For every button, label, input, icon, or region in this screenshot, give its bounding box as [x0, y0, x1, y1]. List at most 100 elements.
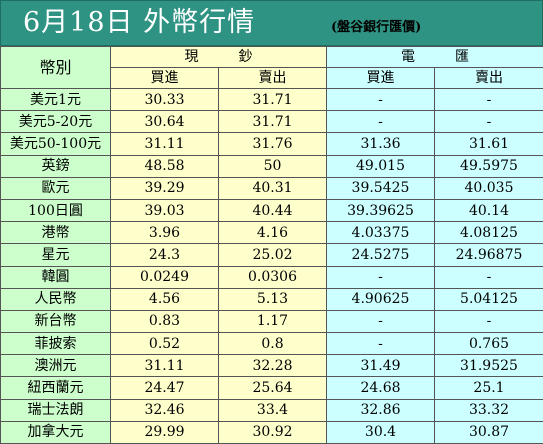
wire-buy-cell: 39.39625 [326, 198, 435, 223]
cash-buy-cell: 48.58 [110, 154, 219, 178]
cash-sell-cell: 30.92 [218, 420, 327, 444]
currency-name: 100日圓 [0, 198, 111, 223]
rates-table: 幣別 現鈔 電匯 買進 賣出 買進 賣出 美元1元 30.33 31.71- - 美元5… [0, 46, 543, 444]
cash-buy-cell: 0.52 [110, 332, 219, 356]
cash-sell-cell: 5.13 [218, 287, 327, 311]
wire-sell-cell: 24.96875 [434, 243, 543, 267]
wire-buy-cell: - [326, 265, 435, 289]
table-row: 新台幣 0.83 1.17- - [0, 309, 543, 334]
wire-sell-cell: - [434, 309, 543, 334]
wire-buy-cell: - [326, 332, 435, 356]
wire-sell-cell: 0.765 [434, 332, 543, 356]
cash-sell-cell: 50 [218, 154, 327, 178]
wire-sell-cell: 40.14 [434, 198, 543, 223]
wire-buy-cell: 49.015 [326, 154, 435, 178]
wire-buy-cell: 4.03375 [326, 221, 435, 245]
wire-sell-cell: 31.9525 [434, 354, 543, 378]
header-row-sub: 買進 賣出 買進 賣出 [1, 67, 543, 89]
table-row: 美元50-100元 31.11 31.76 31.36 31.61 [0, 132, 543, 156]
cash-buy-cell: 30.64 [110, 110, 219, 134]
currency-name: 澳洲元 [0, 354, 111, 378]
wire-sell-header: 賣出 [434, 67, 543, 89]
currency-name: 港幣 [0, 221, 111, 245]
table-row: 澳洲元 31.11 32.28 31.49 31.9525 [0, 354, 543, 378]
currency-name: 英鎊 [0, 154, 111, 178]
currency-name: 美元50-100元 [0, 132, 111, 156]
wire-buy-cell: 24.68 [326, 376, 435, 400]
wire-sell-cell: 25.1 [434, 376, 543, 400]
table-row: 菲披索 0.52 0.8-0.765 [0, 332, 543, 356]
cash-buy-cell: 0.0249 [110, 265, 219, 289]
title-bar: 6月18日 外幣行情 (盤谷銀行匯價) [0, 0, 543, 46]
cash-sell-cell: 25.02 [218, 243, 327, 267]
header-row-top: 幣別 現鈔 電匯 [0, 46, 543, 89]
cash-buy-cell: 30.33 [110, 87, 219, 112]
cash-sell-cell: 25.64 [218, 376, 327, 400]
table-row: 人民幣 4.56 5.13 4.90625 5.04125 [0, 287, 543, 311]
wire-sell-cell: - [434, 265, 543, 289]
table-row: 美元5-20元 30.64 31.71- - [0, 110, 543, 134]
wire-buy-cell: - [326, 87, 435, 112]
table-row: 美元1元 30.33 31.71- - [0, 87, 543, 112]
cash-sell-cell: 31.76 [218, 132, 327, 156]
currency-name: 歐元 [0, 176, 111, 200]
currency-name: 菲披索 [0, 332, 111, 356]
cash-buy-cell: 3.96 [110, 221, 219, 245]
cash-buy-cell: 24.47 [110, 376, 219, 400]
wire-buy-cell: 39.5425 [326, 176, 435, 200]
currency-name: 瑞士法朗 [0, 398, 111, 422]
table-row: 加拿大元 29.99 30.92 30.4 30.87 [0, 420, 543, 444]
currency-name: 新台幣 [0, 309, 111, 334]
source-label: (盤谷銀行匯價) [331, 20, 422, 35]
wire-buy-cell: 30.4 [326, 420, 435, 444]
table-row: 紐西蘭元 24.47 25.64 24.68 25.1 [0, 376, 543, 400]
cash-sell-cell: 32.28 [218, 354, 327, 378]
table-row: 瑞士法朗 32.46 33.4 32.86 33.32 [0, 398, 543, 422]
wire-buy-cell: 24.5275 [326, 243, 435, 267]
currency-name: 美元1元 [0, 87, 111, 112]
cash-sell-cell: 31.71 [218, 110, 327, 134]
cash-sell-header: 賣出 [218, 67, 327, 89]
wire-buy-cell: 31.49 [326, 354, 435, 378]
cash-buy-cell: 29.99 [110, 420, 219, 444]
cash-buy-cell: 39.03 [110, 198, 219, 223]
cash-buy-cell: 39.29 [110, 176, 219, 200]
wire-sell-cell: 49.5975 [434, 154, 543, 178]
table-row: 100日圓 39.03 40.44 39.39625 40.14 [0, 198, 543, 223]
cash-sell-cell: 40.31 [218, 176, 327, 200]
currency-name: 星元 [0, 243, 111, 267]
page-title: 6月18日 外幣行情 [23, 7, 256, 38]
wire-sell-cell: 5.04125 [434, 287, 543, 311]
wire-buy-header: 買進 [326, 67, 435, 89]
cash-buy-cell: 32.46 [110, 398, 219, 422]
cash-buy-cell: 24.3 [110, 243, 219, 267]
currency-name: 加拿大元 [0, 420, 111, 444]
wire-sell-cell: - [434, 87, 543, 112]
currency-name: 美元5-20元 [0, 110, 111, 134]
currency-name: 韓圓 [0, 265, 111, 289]
wire-buy-cell: - [326, 110, 435, 134]
wire-buy-cell: 4.90625 [326, 287, 435, 311]
table-row: 星元 24.3 25.02 24.5275 24.96875 [0, 243, 543, 267]
table-row: 港幣 3.96 4.16 4.03375 4.08125 [0, 221, 543, 245]
table-row: 歐元 39.29 40.31 39.5425 40.035 [0, 176, 543, 200]
cash-buy-header: 買進 [110, 67, 219, 89]
cash-sell-cell: 31.71 [218, 87, 327, 112]
cash-sell-cell: 40.44 [218, 198, 327, 223]
cash-buy-cell: 31.11 [110, 354, 219, 378]
cash-sell-cell: 1.17 [218, 309, 327, 334]
cash-sell-cell: 4.16 [218, 221, 327, 245]
wire-sell-cell: - [434, 110, 543, 134]
table-row: 英鎊 48.58 50 49.015 49.5975 [0, 154, 543, 178]
cash-group-header: 現鈔 [110, 46, 327, 68]
wire-sell-cell: 30.87 [434, 420, 543, 444]
wire-group-header: 電匯 [326, 46, 543, 68]
currency-name: 紐西蘭元 [0, 376, 111, 400]
wire-buy-cell: 31.36 [326, 132, 435, 156]
cash-buy-cell: 31.11 [110, 132, 219, 156]
cash-buy-cell: 4.56 [110, 287, 219, 311]
currency-column-header: 幣別 [0, 46, 111, 89]
cash-sell-cell: 33.4 [218, 398, 327, 422]
cash-sell-cell: 0.8 [218, 332, 327, 356]
